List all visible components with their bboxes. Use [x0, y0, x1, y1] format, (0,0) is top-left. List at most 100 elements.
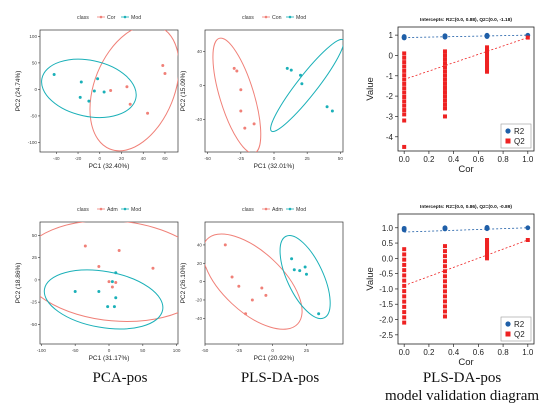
plot-border [204, 221, 344, 345]
sample-point-mod [330, 109, 334, 113]
marker-q2 [442, 98, 447, 103]
marker-q2 [402, 90, 407, 95]
confidence-ellipse-mod [270, 38, 343, 133]
sample-point-mod [304, 272, 308, 276]
sample-point-mod [303, 265, 307, 269]
x-tick-label: -50 [72, 348, 79, 353]
marker-q2 [442, 61, 447, 66]
sample-point-adm [151, 266, 155, 270]
legend-key-dot [264, 15, 268, 19]
marker-r2 [442, 34, 448, 40]
marker-q2 [402, 262, 407, 267]
marker-q2 [442, 69, 447, 74]
sample-point-con [252, 122, 256, 126]
y-tick-label: 0 [34, 277, 37, 282]
legend-entry-adm: Adm [107, 207, 118, 213]
marker-r2 [484, 34, 490, 39]
x-tick-label: 0 [98, 156, 101, 161]
x-axis-label: PC1 (32.40%) [89, 163, 130, 170]
marker-q2 [442, 90, 447, 95]
sample-point-adm [244, 312, 248, 316]
sample-point-mod [298, 269, 302, 273]
marker-q2 [442, 284, 447, 289]
x-tick-label: 1.0 [522, 155, 534, 164]
sample-point-cor [146, 111, 150, 115]
fit-line-q2 [404, 239, 528, 286]
marker-q2 [442, 304, 447, 309]
x-tick-label: -100 [37, 348, 47, 353]
marker-q2 [402, 294, 407, 299]
marker-q2 [402, 320, 407, 325]
sample-point-adm [230, 275, 234, 279]
y-tick-label: 40 [197, 243, 203, 248]
x-tick-label: 0.8 [498, 155, 510, 164]
marker-q2 [402, 103, 407, 108]
sample-point-adm [264, 293, 268, 297]
sample-point-adm [237, 284, 241, 288]
marker-q2 [402, 247, 407, 252]
legend-entry-mod: Mod [296, 15, 306, 21]
marker-q2 [442, 259, 447, 264]
marker-q2 [442, 94, 447, 99]
marker-q2 [485, 256, 490, 261]
sample-point-cor [109, 88, 113, 92]
caption-validation-title: PLS-DA-pos [422, 370, 502, 386]
marker-q2 [442, 249, 447, 254]
legend-key-dot [288, 207, 292, 211]
sample-point-mod [289, 68, 293, 72]
marker-q2 [442, 81, 447, 86]
marker-q2 [402, 51, 407, 56]
fit-line-r2 [404, 227, 528, 233]
sample-point-mod [102, 90, 106, 94]
y-tick-label: -50 [30, 114, 37, 119]
x-tick-label: 40 [141, 156, 147, 161]
marker-q2 [525, 35, 530, 40]
legend-title: class [77, 15, 89, 21]
x-axis-label: PC1 (31.17%) [89, 355, 130, 362]
sample-point-con [239, 88, 243, 92]
y-tick-label: -1.5 [379, 300, 393, 309]
confidence-ellipse-mod [43, 269, 164, 330]
marker-q2 [442, 264, 447, 269]
sample-point-adm [83, 244, 87, 248]
plot-area [40, 222, 178, 330]
sample-point-mod [317, 312, 321, 316]
sample-point-cor [128, 102, 132, 106]
sample-point-mod [106, 305, 110, 309]
y-tick-label: -2.5 [379, 331, 393, 340]
marker-q2 [402, 55, 407, 60]
marker-q2 [402, 278, 407, 283]
sample-point-cor [125, 85, 129, 89]
marker-q2 [442, 269, 447, 274]
sample-point-mod [300, 82, 304, 86]
x-tick-label: 0.4 [448, 348, 460, 357]
y-axis-label: Value [365, 77, 376, 101]
x-tick-label: 0.6 [473, 348, 485, 357]
x-tick-label: 0.2 [423, 155, 435, 164]
confidence-ellipse-adm [205, 233, 303, 330]
marker-q2 [402, 60, 407, 65]
x-tick-label: -50 [204, 156, 211, 161]
sample-point-con [243, 126, 247, 130]
plot-area [41, 30, 178, 152]
sample-point-mod [78, 95, 82, 99]
x-axis-label: PC1 (32.01%) [254, 163, 295, 170]
y-tick-label: 1.0 [382, 224, 394, 233]
y-tick-label: -20 [195, 298, 202, 303]
sample-point-mod [114, 271, 118, 275]
y-tick-label: 0.5 [382, 239, 394, 248]
confidence-ellipse-cor [89, 30, 178, 152]
marker-q2 [402, 273, 407, 278]
y-tick-label: -3 [386, 112, 394, 121]
sample-point-mod [292, 268, 296, 272]
pca-pos-upper-panel: -40 -20 0 20 40 60 -100 -50 0 50 100 PC1 (32.40%) PC… [15, 15, 179, 170]
marker-q2 [485, 69, 490, 74]
plsda-pos-lower-panel: -50 -25 0 25 -40 -20 0 20 40 PC1 (20.92%) PC2 (26.… [180, 207, 344, 362]
x-tick-label: -25 [236, 348, 243, 353]
x-tick-label: 50 [338, 156, 344, 161]
fit-line-q2 [404, 37, 528, 80]
marker-r2 [525, 225, 531, 231]
sample-point-adm [107, 280, 111, 284]
y-tick-label: -1 [386, 72, 394, 81]
